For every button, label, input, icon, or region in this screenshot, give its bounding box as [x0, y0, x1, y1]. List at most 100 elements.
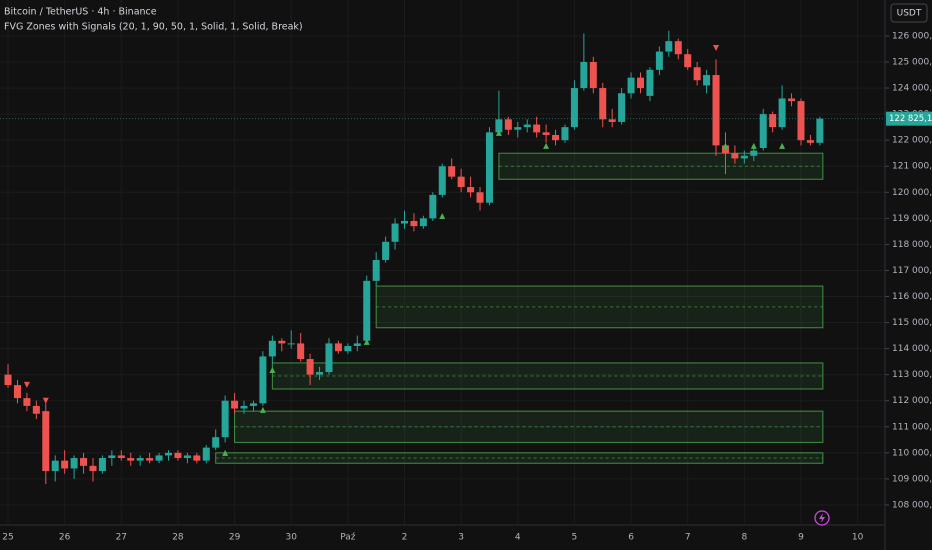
candle-body: [136, 458, 144, 461]
candle-body: [23, 398, 31, 406]
candle-body: [165, 452, 173, 456]
y-tick-label: 124 000,00: [892, 84, 932, 94]
candle-body: [703, 75, 711, 86]
candle-body: [108, 455, 116, 459]
candle-body: [70, 458, 78, 469]
x-tick-label: 10: [852, 533, 864, 543]
y-tick-label: 118 000,00: [892, 240, 932, 250]
x-tick-label: 7: [685, 533, 691, 543]
fvg-zone: [498, 152, 824, 180]
candle-body: [589, 62, 597, 89]
candle-body: [98, 458, 106, 472]
x-tick-label: 30: [285, 533, 297, 543]
candle-body: [514, 127, 522, 130]
candle-body: [183, 455, 191, 459]
signal-up: [259, 406, 266, 413]
candle-body: [561, 127, 569, 141]
candle-body: [542, 132, 550, 135]
y-tick-label: 117 000,00: [892, 266, 932, 276]
candle-body: [51, 460, 59, 472]
icon-ring: [814, 510, 830, 526]
candle-body: [401, 220, 409, 224]
y-tick-label: 114 000,00: [892, 344, 932, 354]
y-tick-label: 122 000,00: [892, 136, 932, 146]
candle-body: [4, 374, 12, 386]
y-tick-label: 112 000,00: [892, 396, 932, 406]
candle-body: [806, 140, 814, 143]
candle-body: [391, 223, 399, 242]
candle-body: [268, 340, 276, 357]
candle-body: [627, 77, 635, 94]
candle-body: [448, 166, 456, 177]
candle-body: [419, 218, 427, 227]
y-tick-label: 108 000,00: [892, 500, 932, 510]
x-tick-label: 26: [59, 533, 71, 543]
candle-body: [155, 455, 163, 461]
last-price-box: [886, 111, 932, 126]
signal-up: [363, 338, 370, 345]
y-tick-label: 125 000,00: [892, 58, 932, 68]
y-tick-label: 121 000,00: [892, 162, 932, 172]
candle-body: [334, 343, 342, 352]
last-price-label: 122 825,11: [889, 114, 932, 124]
candle-body: [599, 88, 607, 120]
candle-body: [740, 155, 748, 159]
candle-body: [457, 176, 465, 188]
candle-body: [297, 343, 305, 360]
candle-body: [382, 241, 390, 261]
y-tick-label: 115 000,00: [892, 318, 932, 328]
candle-body: [127, 458, 135, 461]
y-tick-label: 126 000,00: [892, 31, 932, 41]
x-tick-label: 3: [458, 533, 464, 543]
candle-body: [646, 69, 654, 96]
currency-box[interactable]: [890, 3, 928, 23]
zones: [215, 152, 824, 464]
candle-body: [674, 41, 682, 55]
candle-body: [580, 62, 588, 89]
candles: [0, 30, 885, 485]
x-tick-label: 28: [172, 533, 184, 543]
candle-body: [287, 343, 295, 345]
candle-body: [476, 192, 484, 203]
x-tick-label: 8: [741, 533, 747, 543]
x-tick-label: 9: [798, 533, 804, 543]
candle-body: [231, 400, 239, 409]
candle-body: [797, 101, 805, 141]
candle-body: [485, 132, 493, 203]
indicator-label: FVG Zones with Signals (20, 1, 90, 50, 1…: [4, 22, 303, 33]
candle-body: [117, 455, 125, 459]
candle-body: [249, 403, 257, 406]
candle-body: [533, 124, 541, 133]
x-tick-label: 5: [572, 533, 578, 543]
candle-body: [655, 51, 663, 70]
candle-body: [570, 88, 578, 128]
candle-body: [89, 465, 97, 472]
signal-up: [495, 129, 502, 136]
candle-body: [13, 385, 21, 399]
signal-up: [222, 449, 229, 456]
y-tick-label: 110 000,00: [892, 448, 932, 458]
candle-body: [221, 400, 229, 438]
candle-body: [778, 98, 786, 128]
x-tick-label: 2: [402, 533, 408, 543]
lightning-icon[interactable]: [814, 510, 830, 526]
candle-body: [316, 372, 324, 375]
candle-body: [759, 114, 767, 148]
candle-body: [693, 67, 701, 81]
y-tick-label: 113 000,00: [892, 370, 932, 380]
signal-down: [713, 44, 720, 51]
candle-body: [353, 343, 361, 347]
candle-body: [146, 458, 154, 461]
signal-up: [779, 142, 786, 149]
x-tick-label: 4: [515, 533, 521, 543]
candle-body: [202, 447, 210, 461]
x-tick-label: 27: [116, 533, 127, 543]
x-tick-label: 29: [229, 533, 241, 543]
candle-body: [325, 343, 333, 373]
candle-body: [712, 75, 720, 146]
candle-body: [259, 356, 267, 404]
candle-body: [665, 41, 673, 52]
candle-body: [363, 280, 371, 341]
